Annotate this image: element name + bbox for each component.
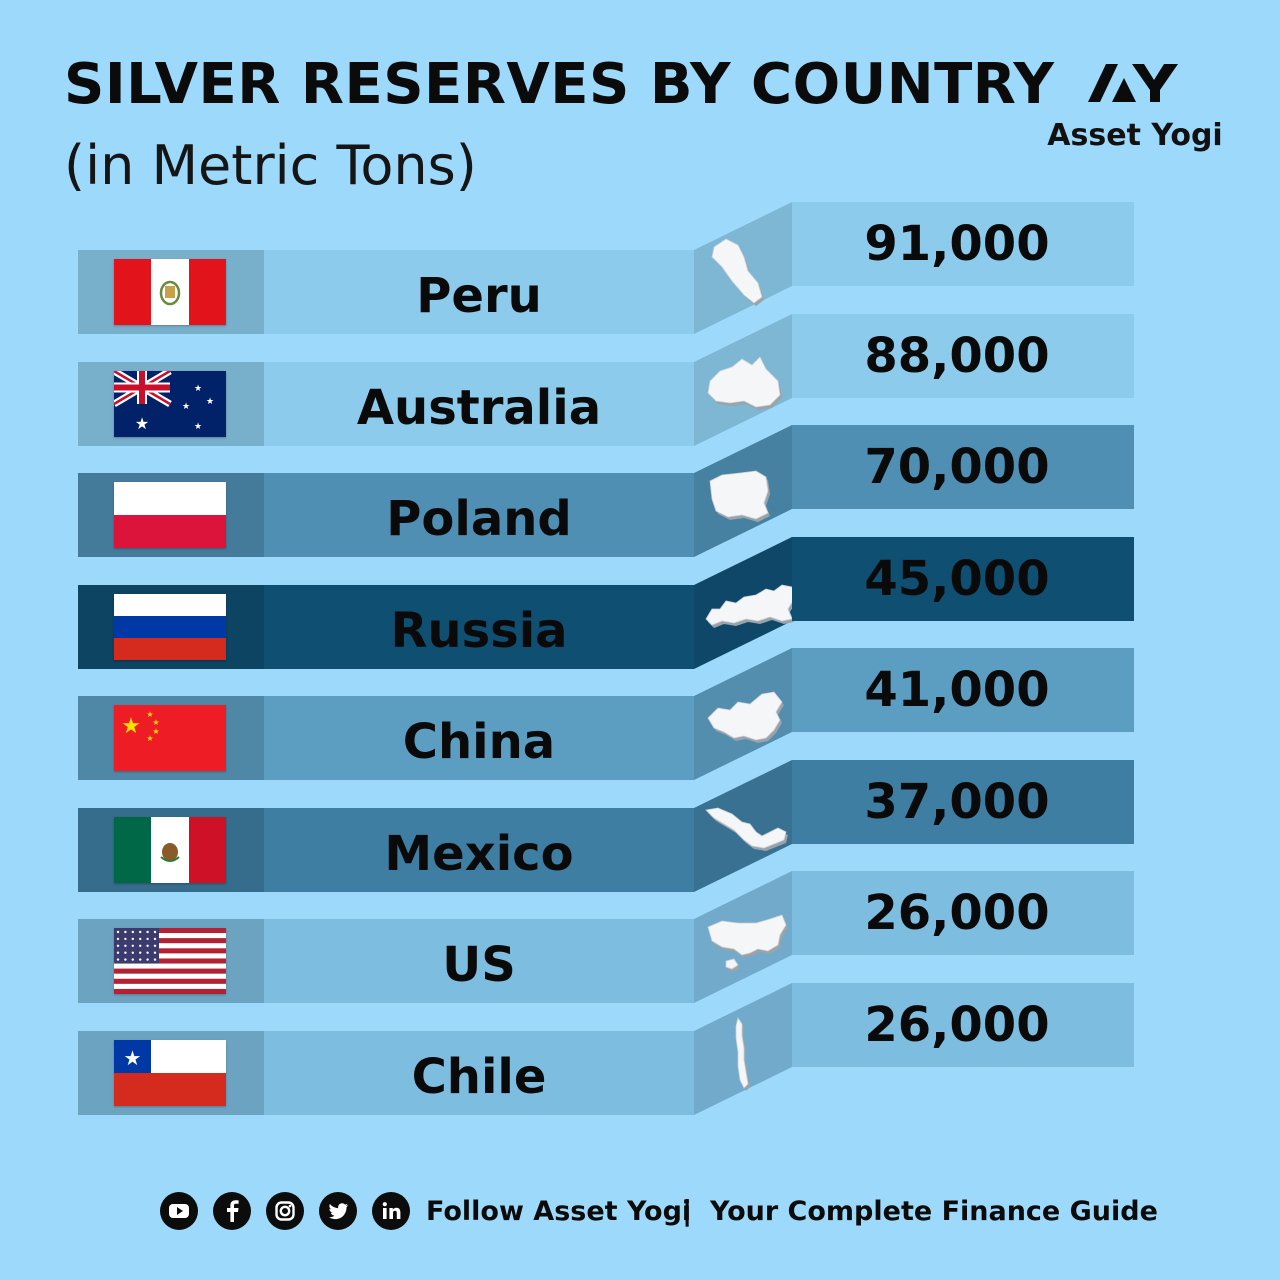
value-label: 26,000	[864, 996, 1050, 1053]
value-panel: 26,000	[792, 982, 1134, 1067]
country-label: China	[402, 714, 556, 770]
country-label: Mexico	[384, 825, 574, 882]
chile-flag-icon: ★	[114, 1039, 226, 1106]
svg-text:★: ★	[194, 422, 202, 432]
country-label: Peru	[416, 268, 542, 324]
value-label: 41,000	[864, 662, 1050, 718]
instagram-icon[interactable]	[266, 1192, 304, 1230]
country-panel: US	[264, 919, 694, 1003]
value-panel: 91,000	[792, 202, 1134, 286]
page-subtitle: (in Metric Tons)	[64, 134, 477, 197]
table-row: Poland 70,000	[0, 425, 1280, 595]
linkedin-icon[interactable]	[372, 1192, 410, 1230]
flag-panel	[78, 919, 264, 1003]
flag-panel	[78, 250, 264, 334]
country-label: Russia	[390, 602, 568, 659]
table-row: ★ ★ ★ ★ ★ China 41,000	[0, 648, 1280, 818]
twitter-icon[interactable]	[319, 1192, 357, 1230]
country-label: US	[442, 937, 516, 993]
australia-flag-icon: ★ ★ ★ ★ ★	[114, 370, 226, 437]
value-label: 91,000	[864, 216, 1050, 272]
asset-yogi-logo-icon	[1088, 64, 1178, 102]
value-panel: 26,000	[792, 871, 1134, 955]
poland-map-icon	[709, 470, 770, 522]
us-map-icon	[707, 914, 788, 972]
russia-flag-icon	[114, 593, 226, 660]
brand-logo[interactable]: Asset Yogi	[1040, 56, 1230, 166]
china-map-icon	[707, 691, 784, 743]
table-row: ★ Chile 26,000	[0, 982, 1280, 1153]
chile-map-icon	[735, 1016, 750, 1091]
peru-flag-icon	[114, 259, 226, 325]
australia-map-icon	[707, 355, 782, 410]
value-panel: 41,000	[792, 648, 1134, 732]
svg-text:★: ★	[152, 718, 159, 727]
china-flag-icon: ★ ★ ★ ★ ★	[114, 705, 226, 771]
footer: Follow Asset Yogi | Your Complete Financ…	[160, 1190, 1160, 1234]
table-row: US 26,000	[0, 871, 1280, 1041]
svg-text:★: ★	[152, 727, 159, 736]
svg-text:★: ★	[194, 384, 202, 394]
peru-map-icon	[711, 238, 764, 306]
table-row: Peru 91,000	[0, 202, 1280, 372]
flag-panel: ★ ★ ★ ★ ★	[78, 361, 264, 446]
mexico-map-icon	[705, 807, 788, 851]
follow-text[interactable]: Follow Asset Yogi	[426, 1196, 692, 1227]
value-panel: 37,000	[792, 759, 1134, 844]
country-panel: Russia	[264, 584, 694, 669]
value-label: 70,000	[864, 439, 1050, 495]
country-label: Chile	[411, 1048, 547, 1105]
table-row: ★ ★ ★ ★ ★ Australia 88,000	[0, 313, 1280, 484]
country-panel: Poland	[264, 473, 694, 557]
svg-text:★: ★	[124, 1046, 142, 1070]
country-panel: Peru	[264, 250, 694, 334]
svg-text:★: ★	[146, 710, 153, 719]
brand-name: Asset Yogi	[1047, 118, 1223, 153]
table-row: Russia 45,000	[0, 536, 1280, 707]
value-panel: 70,000	[792, 425, 1134, 509]
value-panel: 45,000	[792, 536, 1134, 621]
flag-panel	[78, 807, 264, 892]
country-label: Poland	[386, 491, 572, 547]
value-label: 88,000	[864, 327, 1050, 384]
svg-text:★: ★	[182, 402, 190, 412]
table-row: Mexico 37,000	[0, 759, 1280, 930]
facebook-icon[interactable]	[213, 1192, 251, 1230]
flag-panel: ★ ★ ★ ★ ★	[78, 696, 264, 780]
value-label: 45,000	[864, 550, 1050, 607]
svg-text:★: ★	[146, 734, 153, 743]
country-panel: China	[264, 696, 694, 780]
mexico-flag-icon	[114, 816, 226, 883]
country-panel: Australia	[264, 361, 694, 446]
value-label: 26,000	[864, 885, 1050, 941]
tagline-text: Your Complete Finance Guide	[710, 1196, 1158, 1227]
country-label: Australia	[356, 379, 602, 436]
youtube-icon[interactable]	[160, 1192, 198, 1230]
flag-panel	[78, 584, 264, 669]
country-panel: Chile	[264, 1030, 694, 1115]
flag-panel: ★	[78, 1030, 264, 1115]
page-title: SILVER RESERVES BY COUNTRY	[64, 52, 1055, 117]
value-panel: 88,000	[792, 313, 1134, 398]
value-label: 37,000	[864, 773, 1050, 830]
svg-text:★: ★	[121, 714, 141, 739]
country-panel: Mexico	[264, 807, 694, 892]
svg-text:★: ★	[206, 397, 214, 407]
footer-separator: |	[682, 1194, 693, 1227]
us-flag-icon	[114, 928, 226, 994]
poland-flag-icon	[114, 482, 226, 548]
russia-map-icon	[705, 584, 796, 628]
flag-panel	[78, 473, 264, 557]
svg-text:★: ★	[135, 414, 149, 433]
